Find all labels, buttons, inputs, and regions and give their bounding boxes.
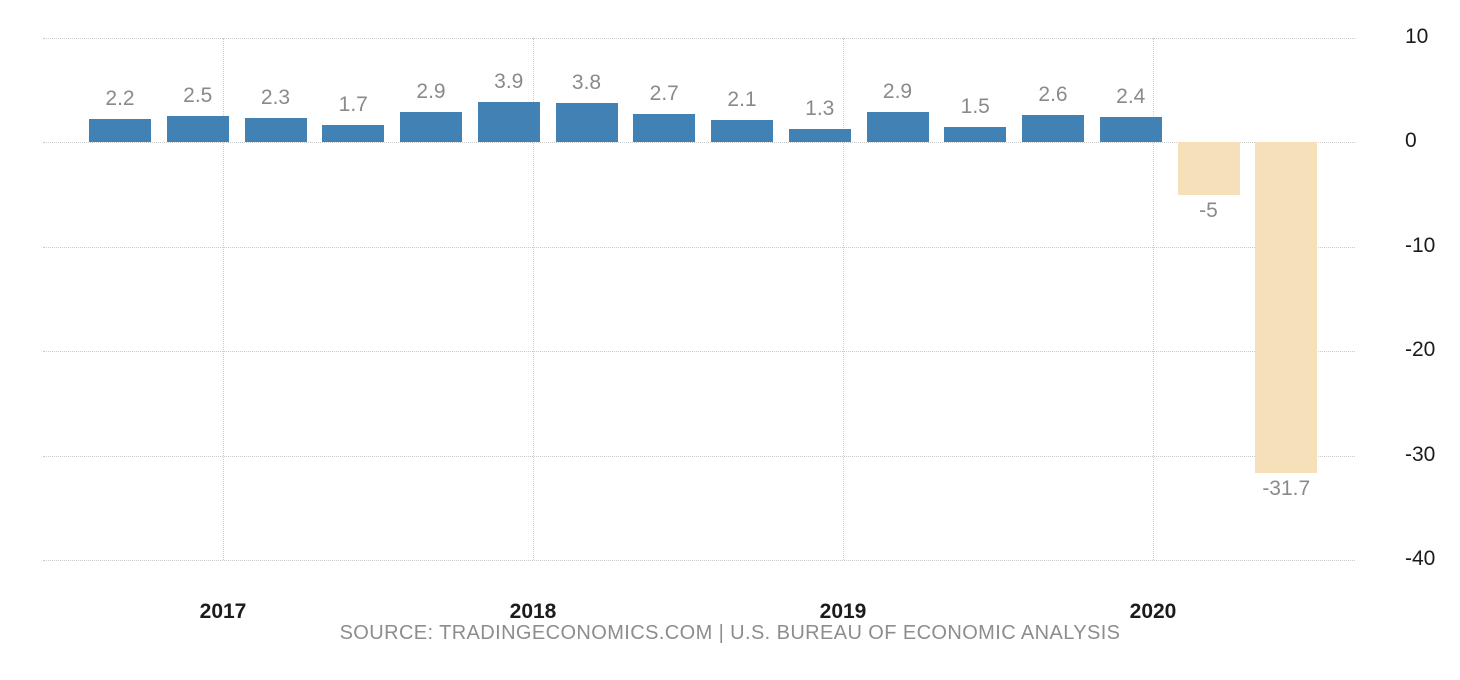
gridline-horizontal bbox=[43, 455, 1355, 457]
bar[interactable] bbox=[1099, 117, 1162, 143]
bar[interactable] bbox=[477, 101, 540, 143]
bar[interactable] bbox=[1022, 115, 1084, 143]
bar-value-label: 2.2 bbox=[105, 87, 135, 111]
gridline-horizontal bbox=[43, 560, 1355, 561]
gridline-vertical bbox=[1153, 38, 1154, 560]
y-axis-tick-label: -40 bbox=[1405, 547, 1436, 570]
bar[interactable] bbox=[166, 116, 229, 143]
source-attribution: SOURCE: TRADINGECONOMICS.COM | U.S. BURE… bbox=[339, 622, 1121, 644]
bar-value-label: 1.3 bbox=[805, 96, 835, 120]
plot-area: 2.2 2.5 2.3 1.7 2.9 3.9 3.8 2.7 2.1 1.3 2.9 1.5 2.6 2… bbox=[43, 25, 1435, 623]
bar-value-label: 2.4 bbox=[1116, 85, 1146, 109]
x-axis-tick-label: 2018 bbox=[509, 600, 557, 623]
bar-value-label: 3.9 bbox=[494, 69, 524, 93]
bar-value-label: 2.9 bbox=[882, 80, 913, 104]
y-axis-tick-label: 10 bbox=[1405, 25, 1429, 48]
bar-value-label: 1.5 bbox=[960, 94, 990, 118]
bar[interactable] bbox=[711, 120, 773, 143]
bar-value-label: 3.8 bbox=[571, 70, 602, 94]
gridline-vertical bbox=[843, 38, 844, 560]
bar-value-label: 2.3 bbox=[260, 86, 291, 110]
bar[interactable] bbox=[944, 126, 1007, 143]
bar[interactable] bbox=[322, 124, 385, 143]
y-axis-tick-label: 0 bbox=[1405, 129, 1417, 153]
bar[interactable] bbox=[89, 119, 151, 143]
bar-value-label: -5 bbox=[1199, 198, 1218, 222]
y-axis-tick-label: -20 bbox=[1405, 338, 1436, 362]
bar-value-label: 2.9 bbox=[416, 80, 446, 104]
bar[interactable] bbox=[244, 118, 307, 143]
bar[interactable] bbox=[400, 112, 462, 143]
x-axis-tick-label: 2020 bbox=[1129, 600, 1177, 623]
bar-value-label: 2.1 bbox=[727, 88, 757, 112]
bar-value-label: 1.7 bbox=[338, 92, 368, 116]
bar-value-label: -31.7 bbox=[1262, 477, 1311, 501]
gridline-horizontal bbox=[43, 38, 1355, 39]
bar[interactable] bbox=[1177, 142, 1240, 195]
bar[interactable] bbox=[866, 112, 929, 143]
bar-value-label: 2.5 bbox=[183, 84, 213, 108]
bar[interactable] bbox=[633, 114, 696, 143]
y-axis-tick-label: -30 bbox=[1405, 442, 1436, 466]
x-axis-tick-label: 2017 bbox=[199, 600, 247, 623]
bar[interactable] bbox=[555, 102, 618, 143]
gridline-horizontal bbox=[43, 246, 1355, 248]
bar-value-label: 2.6 bbox=[1038, 83, 1068, 107]
bar[interactable] bbox=[1255, 142, 1318, 474]
bar-value-label: 2.7 bbox=[649, 82, 679, 106]
gridline-vertical bbox=[223, 38, 224, 560]
y-axis-tick-label: -10 bbox=[1405, 233, 1436, 257]
gridline-vertical bbox=[533, 38, 534, 560]
gridline-horizontal bbox=[43, 142, 1355, 144]
gridline-horizontal bbox=[43, 351, 1355, 353]
x-axis-tick-label: 2019 bbox=[819, 600, 867, 623]
bar[interactable] bbox=[788, 128, 851, 143]
